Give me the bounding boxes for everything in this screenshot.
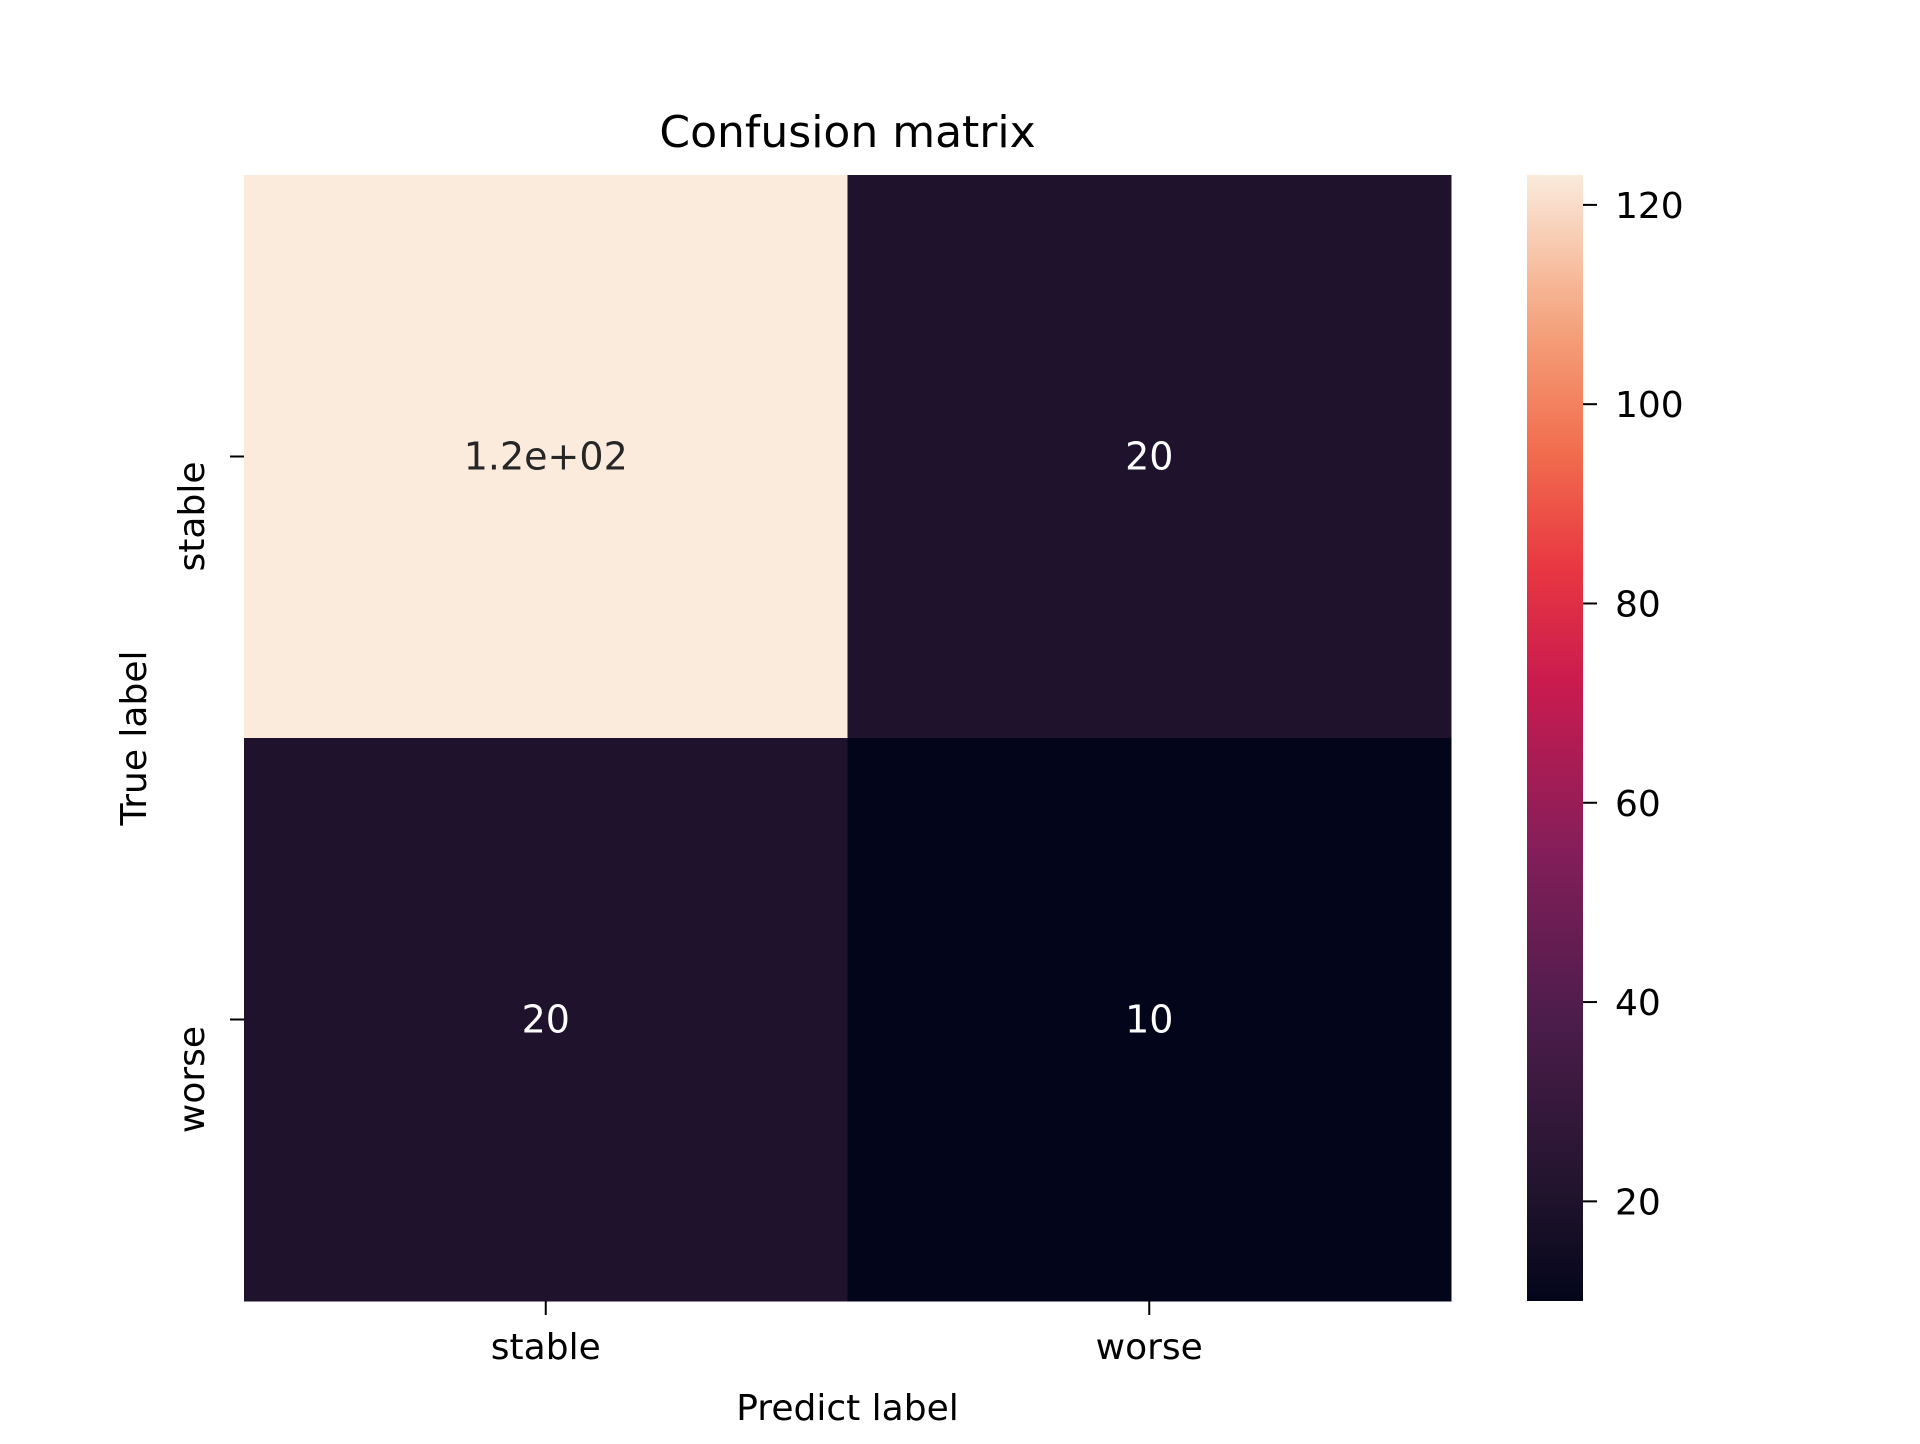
y-tick-label-worse: worse xyxy=(172,1026,213,1133)
colorbar-gradient xyxy=(1527,175,1583,1301)
heatmap-cell-worse-worse xyxy=(847,738,1452,1302)
heatmap-cell-worse-stable xyxy=(244,738,848,1302)
colorbar-tick-label-60: 60 xyxy=(1615,784,1661,825)
cell-annotation-worse-worse: 10 xyxy=(1125,998,1173,1042)
heatmap-cell-stable-stable xyxy=(244,175,848,739)
heatmap-cells xyxy=(244,175,1452,1302)
colorbar: 20 40 60 80 100 120 xyxy=(1527,175,1684,1301)
x-axis: stable worse xyxy=(491,1301,1203,1368)
x-axis-label: Predict label xyxy=(736,1388,959,1429)
x-tick-label-stable: stable xyxy=(491,1327,601,1368)
colorbar-tick-label-100: 100 xyxy=(1615,385,1684,426)
cell-annotation-worse-stable: 20 xyxy=(522,998,570,1042)
x-tick-label-worse: worse xyxy=(1096,1327,1203,1368)
colorbar-tick-label-80: 80 xyxy=(1615,584,1661,625)
cell-annotation-stable-worse: 20 xyxy=(1125,435,1173,479)
y-tick-label-stable: stable xyxy=(172,462,213,572)
cell-annotation-stable-stable: 1.2e+02 xyxy=(464,435,628,479)
colorbar-tick-label-40: 40 xyxy=(1615,983,1661,1024)
colorbar-tick-label-120: 120 xyxy=(1615,186,1684,227)
y-axis: stable worse xyxy=(172,455,244,1133)
cell-annotations: 1.2e+02 20 20 10 xyxy=(464,435,1174,1042)
chart-title: Confusion matrix xyxy=(659,107,1035,158)
y-axis-label: True label xyxy=(114,651,155,827)
heatmap-cell-stable-worse xyxy=(847,175,1452,739)
colorbar-tick-label-20: 20 xyxy=(1615,1182,1661,1223)
